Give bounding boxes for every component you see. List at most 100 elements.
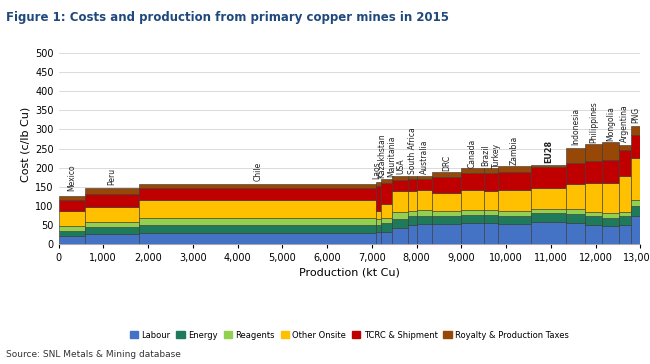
Bar bbox=[462, 214, 484, 223]
Bar bbox=[376, 186, 381, 211]
Bar bbox=[484, 214, 499, 223]
Bar bbox=[499, 190, 530, 211]
Bar bbox=[499, 215, 530, 224]
Bar bbox=[432, 177, 461, 193]
Text: Peru: Peru bbox=[108, 168, 117, 185]
Bar bbox=[484, 173, 499, 191]
Bar bbox=[530, 222, 566, 244]
Bar bbox=[408, 211, 417, 217]
Bar bbox=[376, 233, 381, 244]
Bar bbox=[58, 211, 85, 226]
Bar bbox=[85, 234, 139, 244]
Bar bbox=[58, 200, 85, 211]
Bar bbox=[602, 226, 619, 244]
Bar bbox=[85, 222, 139, 228]
Bar bbox=[392, 212, 408, 219]
Bar bbox=[432, 193, 461, 211]
Bar bbox=[417, 190, 432, 210]
Bar bbox=[58, 226, 85, 230]
Bar bbox=[381, 183, 392, 204]
Text: Australia: Australia bbox=[420, 140, 429, 174]
Text: PNG: PNG bbox=[631, 106, 640, 123]
Text: Chile: Chile bbox=[253, 162, 262, 181]
Bar bbox=[631, 126, 640, 135]
Bar bbox=[58, 230, 85, 236]
Bar bbox=[484, 168, 499, 173]
Bar bbox=[566, 214, 585, 223]
Bar bbox=[432, 224, 461, 244]
Bar bbox=[417, 210, 432, 215]
Bar bbox=[566, 223, 585, 244]
Bar bbox=[408, 176, 417, 179]
Bar bbox=[484, 223, 499, 244]
Y-axis label: Cost (c/lb Cu): Cost (c/lb Cu) bbox=[21, 107, 31, 182]
Bar bbox=[619, 212, 631, 217]
Bar bbox=[602, 160, 619, 183]
Bar bbox=[462, 190, 484, 210]
Bar bbox=[85, 228, 139, 234]
Bar bbox=[602, 218, 619, 226]
Bar bbox=[566, 184, 585, 209]
Bar bbox=[631, 206, 640, 217]
Text: Zambia: Zambia bbox=[510, 136, 519, 165]
Bar bbox=[417, 175, 432, 179]
Bar bbox=[462, 210, 484, 214]
Bar bbox=[85, 194, 139, 207]
Bar bbox=[631, 200, 640, 206]
Bar bbox=[432, 215, 461, 224]
Bar bbox=[585, 225, 602, 244]
Bar bbox=[619, 145, 631, 150]
Bar bbox=[408, 191, 417, 211]
Bar bbox=[602, 142, 619, 160]
Text: Indonesia: Indonesia bbox=[571, 108, 580, 146]
Bar bbox=[530, 213, 566, 222]
Bar bbox=[484, 210, 499, 214]
Bar bbox=[376, 225, 381, 233]
Bar bbox=[619, 225, 631, 244]
Bar bbox=[376, 219, 381, 225]
Text: Source: SNL Metals & Mining database: Source: SNL Metals & Mining database bbox=[6, 349, 181, 359]
Bar bbox=[408, 217, 417, 225]
Bar bbox=[530, 167, 566, 188]
Bar bbox=[432, 172, 461, 177]
Text: Laos: Laos bbox=[372, 161, 381, 179]
Text: EU28: EU28 bbox=[544, 140, 553, 163]
Bar bbox=[392, 176, 408, 180]
Bar bbox=[585, 144, 602, 161]
Bar bbox=[381, 223, 392, 232]
Text: Mexico: Mexico bbox=[68, 165, 77, 191]
Bar bbox=[432, 211, 461, 215]
Bar bbox=[139, 199, 376, 218]
Text: Canada: Canada bbox=[468, 138, 477, 167]
Bar bbox=[85, 207, 139, 222]
Bar bbox=[585, 183, 602, 212]
Bar bbox=[484, 191, 499, 210]
Bar bbox=[530, 188, 566, 209]
Bar bbox=[417, 224, 432, 244]
Bar bbox=[462, 168, 484, 173]
Bar bbox=[499, 211, 530, 215]
Text: Figure 1: Costs and production from primary copper mines in 2015: Figure 1: Costs and production from prim… bbox=[6, 11, 450, 24]
Bar bbox=[631, 158, 640, 200]
Bar bbox=[392, 228, 408, 244]
Text: Kazakhstan
Mauritania: Kazakhstan Mauritania bbox=[377, 134, 396, 178]
Bar bbox=[139, 218, 376, 225]
Bar bbox=[58, 196, 85, 200]
Bar bbox=[631, 217, 640, 244]
Bar bbox=[566, 209, 585, 214]
Bar bbox=[392, 219, 408, 228]
Bar bbox=[381, 218, 392, 223]
X-axis label: Production (kt Cu): Production (kt Cu) bbox=[299, 267, 400, 277]
Bar bbox=[392, 180, 408, 191]
Bar bbox=[417, 215, 432, 224]
Bar bbox=[499, 166, 530, 172]
Bar bbox=[417, 179, 432, 190]
Bar bbox=[58, 236, 85, 244]
Text: South Africa: South Africa bbox=[408, 128, 417, 174]
Bar bbox=[139, 184, 376, 188]
Text: DRC: DRC bbox=[442, 154, 451, 171]
Bar bbox=[566, 148, 585, 163]
Text: Brazil
Turkey: Brazil Turkey bbox=[481, 143, 500, 167]
Bar bbox=[585, 161, 602, 183]
Legend: Labour, Energy, Reagents, Other Onsite, TCRC & Shipment, Royalty & Production Ta: Labour, Energy, Reagents, Other Onsite, … bbox=[127, 327, 572, 343]
